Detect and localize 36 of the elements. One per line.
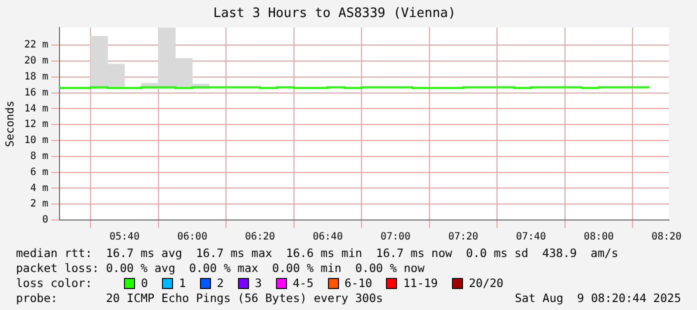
y-tick-label: 10 m — [24, 135, 48, 146]
y-tick-label: 20 m — [24, 56, 48, 67]
legend-label: 20/20 — [468, 276, 504, 291]
chart-title: Last 3 Hours to AS8339 (Vienna) — [213, 6, 456, 22]
y-tick-label: 16 m — [24, 87, 48, 98]
x-tick-label: 08:20 — [651, 232, 682, 243]
y-tick-label: 22 m — [24, 40, 48, 51]
y-tick-label: 12 m — [24, 119, 48, 130]
legend-label: 1 — [178, 276, 186, 291]
x-tick-label: 07:20 — [448, 232, 478, 243]
legend-label: 6-10 — [344, 276, 372, 291]
x-tick-label: 06:20 — [244, 232, 276, 243]
text: packet loss: 0.00 % avg 0.00 % max 0.00 % min 0.00 % now — [16, 261, 426, 276]
legend-label: 3 — [254, 276, 262, 291]
y-tick-label: 8 m — [30, 150, 48, 162]
x-tick-label: 05:40 — [109, 232, 140, 243]
legend-label: 0 — [141, 276, 148, 291]
text: median rtt: 16.7 ms avg 16.7 ms max 16.6 ms min 16.7 ms now 0.0 ms sd 438.9 am/s — [16, 246, 620, 261]
text: probe: 20 ICMP Echo Pings (56 Bytes) every 300s — [16, 291, 383, 306]
y-axis-title: Seconds — [3, 100, 16, 147]
y-tick-label: 2 m — [30, 198, 48, 210]
text: Sat Aug 9 08:20:44 2025 — [514, 291, 681, 306]
y-tick-label: 14 m — [24, 103, 48, 114]
x-tick-label: 08:00 — [584, 232, 614, 243]
y-tick-label: 18 m — [24, 71, 48, 82]
legend-label: 4-5 — [292, 276, 314, 291]
legend-title: loss color: — [16, 276, 94, 291]
x-tick-label: 06:40 — [312, 232, 343, 243]
x-tick-label: 06:00 — [177, 232, 208, 243]
y-tick-label: 4 m — [30, 182, 48, 194]
legend-label: 11-19 — [403, 276, 438, 291]
y-tick-label: 6 m — [30, 166, 48, 178]
x-tick-label: 07:00 — [380, 232, 411, 243]
x-tick-label: 07:40 — [516, 232, 546, 243]
y-tick-label: 0 — [42, 214, 48, 226]
legend-label: 2 — [216, 276, 224, 291]
